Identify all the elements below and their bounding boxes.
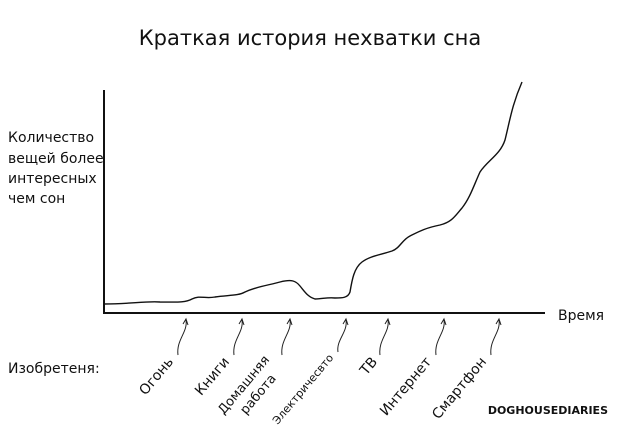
title: Краткая история нехватки сна xyxy=(139,26,481,50)
invention: Книги xyxy=(192,354,233,398)
arrow xyxy=(233,317,245,356)
arrow xyxy=(281,317,293,356)
y-label: чем сон xyxy=(8,191,65,207)
credit: DOGHOUSEDIARIES xyxy=(488,404,608,417)
arrow xyxy=(337,317,349,353)
x-label: Время xyxy=(558,308,604,324)
arrow xyxy=(490,317,502,356)
invention: Электричесвто xyxy=(270,351,336,427)
curve xyxy=(103,81,523,305)
y-label: вещей более xyxy=(8,151,104,167)
invention: Огонь xyxy=(136,354,177,398)
axes xyxy=(103,90,545,314)
invention: ТВ xyxy=(356,354,381,379)
invention: Интернет xyxy=(377,354,435,419)
inventions-label: Изобретеня: xyxy=(8,361,100,377)
invention: Смартфон xyxy=(429,354,490,422)
arrow xyxy=(177,317,189,356)
arrow xyxy=(435,317,447,356)
y-label: интересных xyxy=(8,171,97,187)
y-label: Количество xyxy=(8,130,94,146)
arrow xyxy=(379,317,391,356)
